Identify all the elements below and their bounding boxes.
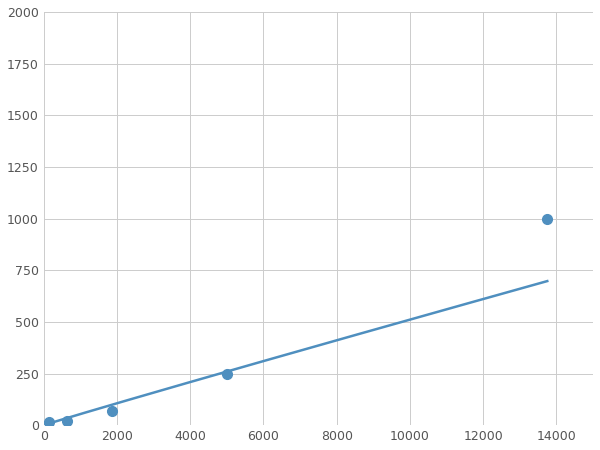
Point: [62, 417, 71, 424]
Point: [44, 418, 54, 426]
Point: [222, 370, 232, 377]
Point: [107, 407, 117, 414]
Point: [542, 215, 552, 222]
